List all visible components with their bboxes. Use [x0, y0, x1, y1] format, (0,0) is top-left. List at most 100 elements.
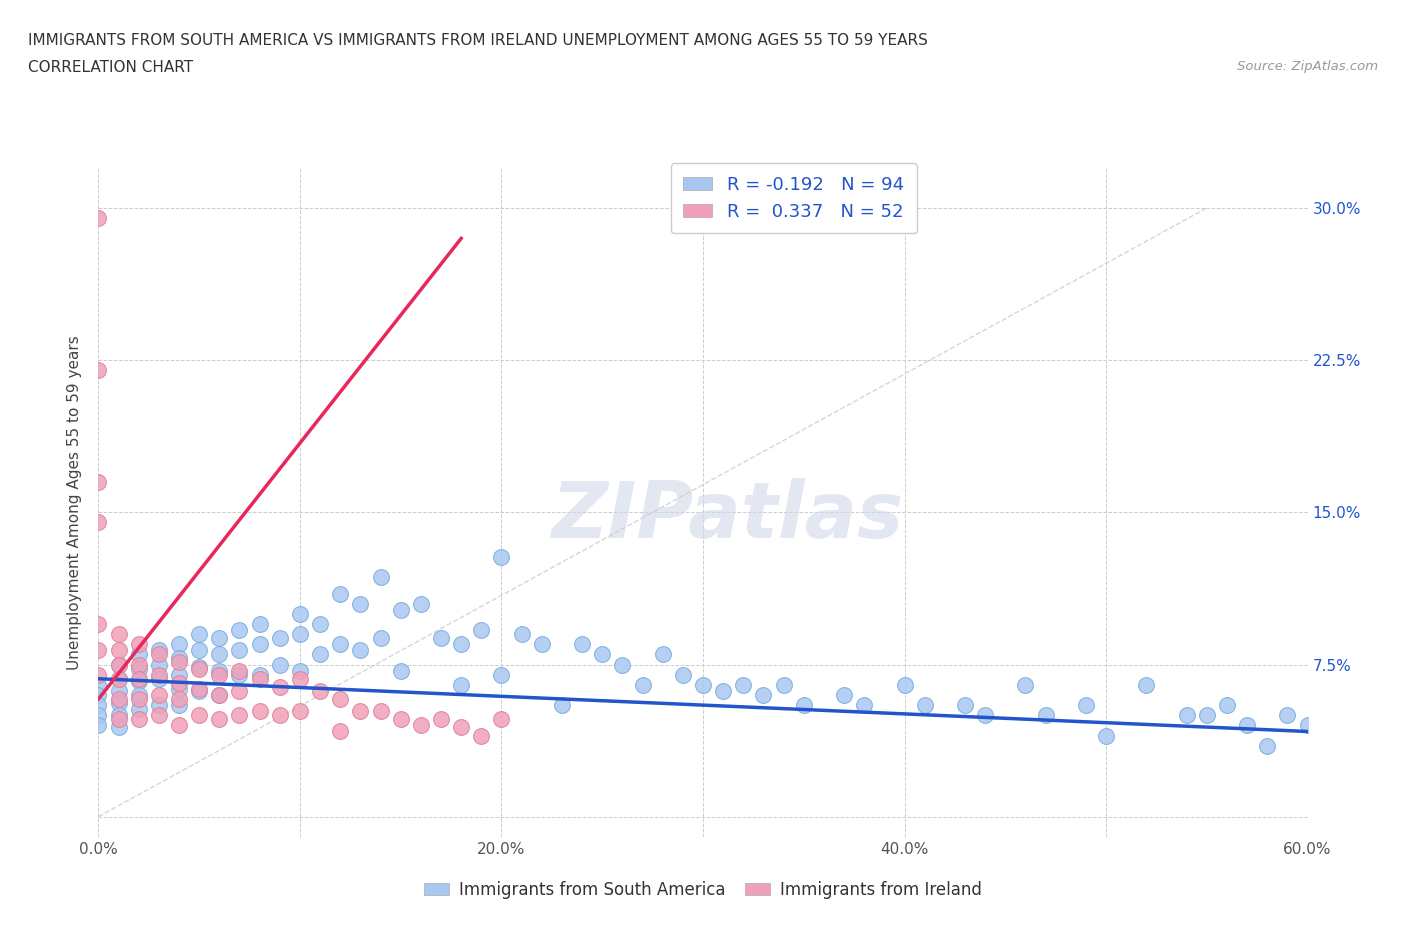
Point: [107, 643, 129, 658]
Point: [349, 596, 371, 611]
Point: [288, 704, 311, 719]
Point: [167, 675, 190, 690]
Point: [893, 677, 915, 692]
Point: [107, 671, 129, 686]
Point: [128, 637, 150, 652]
Point: [148, 687, 170, 702]
Point: [249, 637, 271, 652]
Text: ZIPatlas: ZIPatlas: [551, 478, 903, 553]
Point: [167, 682, 190, 697]
Point: [752, 687, 775, 702]
Point: [167, 667, 190, 682]
Point: [832, 687, 855, 702]
Point: [692, 677, 714, 692]
Point: [470, 622, 492, 637]
Point: [974, 708, 997, 723]
Point: [148, 671, 170, 686]
Point: [208, 711, 231, 726]
Point: [208, 647, 231, 662]
Point: [228, 667, 250, 682]
Point: [228, 643, 250, 658]
Point: [128, 692, 150, 707]
Point: [188, 682, 211, 697]
Point: [370, 704, 392, 719]
Legend: Immigrants from South America, Immigrants from Ireland: Immigrants from South America, Immigrant…: [418, 874, 988, 906]
Point: [208, 687, 231, 702]
Point: [269, 680, 291, 695]
Point: [208, 663, 231, 678]
Point: [672, 667, 695, 682]
Point: [793, 698, 815, 712]
Point: [389, 663, 412, 678]
Point: [329, 637, 352, 652]
Point: [269, 658, 291, 672]
Point: [329, 692, 352, 707]
Point: [591, 647, 613, 662]
Point: [288, 671, 311, 686]
Point: [188, 708, 211, 723]
Point: [87, 515, 110, 530]
Text: Source: ZipAtlas.com: Source: ZipAtlas.com: [1237, 60, 1378, 73]
Point: [349, 643, 371, 658]
Y-axis label: Unemployment Among Ages 55 to 59 years: Unemployment Among Ages 55 to 59 years: [67, 335, 83, 670]
Point: [772, 677, 794, 692]
Point: [107, 627, 129, 642]
Point: [711, 684, 734, 698]
Point: [107, 696, 129, 711]
Point: [269, 631, 291, 645]
Point: [349, 704, 371, 719]
Point: [409, 718, 432, 733]
Point: [612, 658, 634, 672]
Point: [389, 711, 412, 726]
Point: [430, 631, 453, 645]
Point: [309, 647, 332, 662]
Point: [87, 363, 110, 378]
Point: [148, 667, 170, 682]
Point: [370, 631, 392, 645]
Point: [914, 698, 936, 712]
Point: [651, 647, 673, 662]
Point: [128, 673, 150, 688]
Point: [1175, 708, 1198, 723]
Point: [491, 711, 513, 726]
Point: [107, 711, 129, 726]
Point: [87, 643, 110, 658]
Point: [87, 677, 110, 692]
Point: [107, 708, 129, 723]
Point: [188, 627, 211, 642]
Point: [309, 617, 332, 631]
Point: [107, 684, 129, 698]
Point: [167, 698, 190, 712]
Point: [148, 698, 170, 712]
Text: IMMIGRANTS FROM SOUTH AMERICA VS IMMIGRANTS FROM IRELAND UNEMPLOYMENT AMONG AGES: IMMIGRANTS FROM SOUTH AMERICA VS IMMIGRA…: [28, 33, 928, 47]
Point: [1014, 677, 1036, 692]
Point: [1035, 708, 1057, 723]
Point: [228, 622, 250, 637]
Point: [228, 663, 250, 678]
Point: [1277, 708, 1299, 723]
Point: [87, 474, 110, 489]
Point: [571, 637, 593, 652]
Point: [87, 698, 110, 712]
Point: [167, 692, 190, 707]
Point: [148, 658, 170, 672]
Point: [430, 711, 453, 726]
Point: [269, 708, 291, 723]
Point: [228, 684, 250, 698]
Point: [450, 677, 472, 692]
Point: [288, 663, 311, 678]
Point: [389, 603, 412, 618]
Point: [148, 708, 170, 723]
Point: [1074, 698, 1097, 712]
Point: [167, 637, 190, 652]
Point: [249, 617, 271, 631]
Point: [1195, 708, 1218, 723]
Point: [148, 647, 170, 662]
Point: [551, 698, 574, 712]
Point: [87, 211, 110, 226]
Point: [510, 627, 533, 642]
Point: [128, 711, 150, 726]
Point: [450, 637, 472, 652]
Point: [188, 684, 211, 698]
Point: [167, 718, 190, 733]
